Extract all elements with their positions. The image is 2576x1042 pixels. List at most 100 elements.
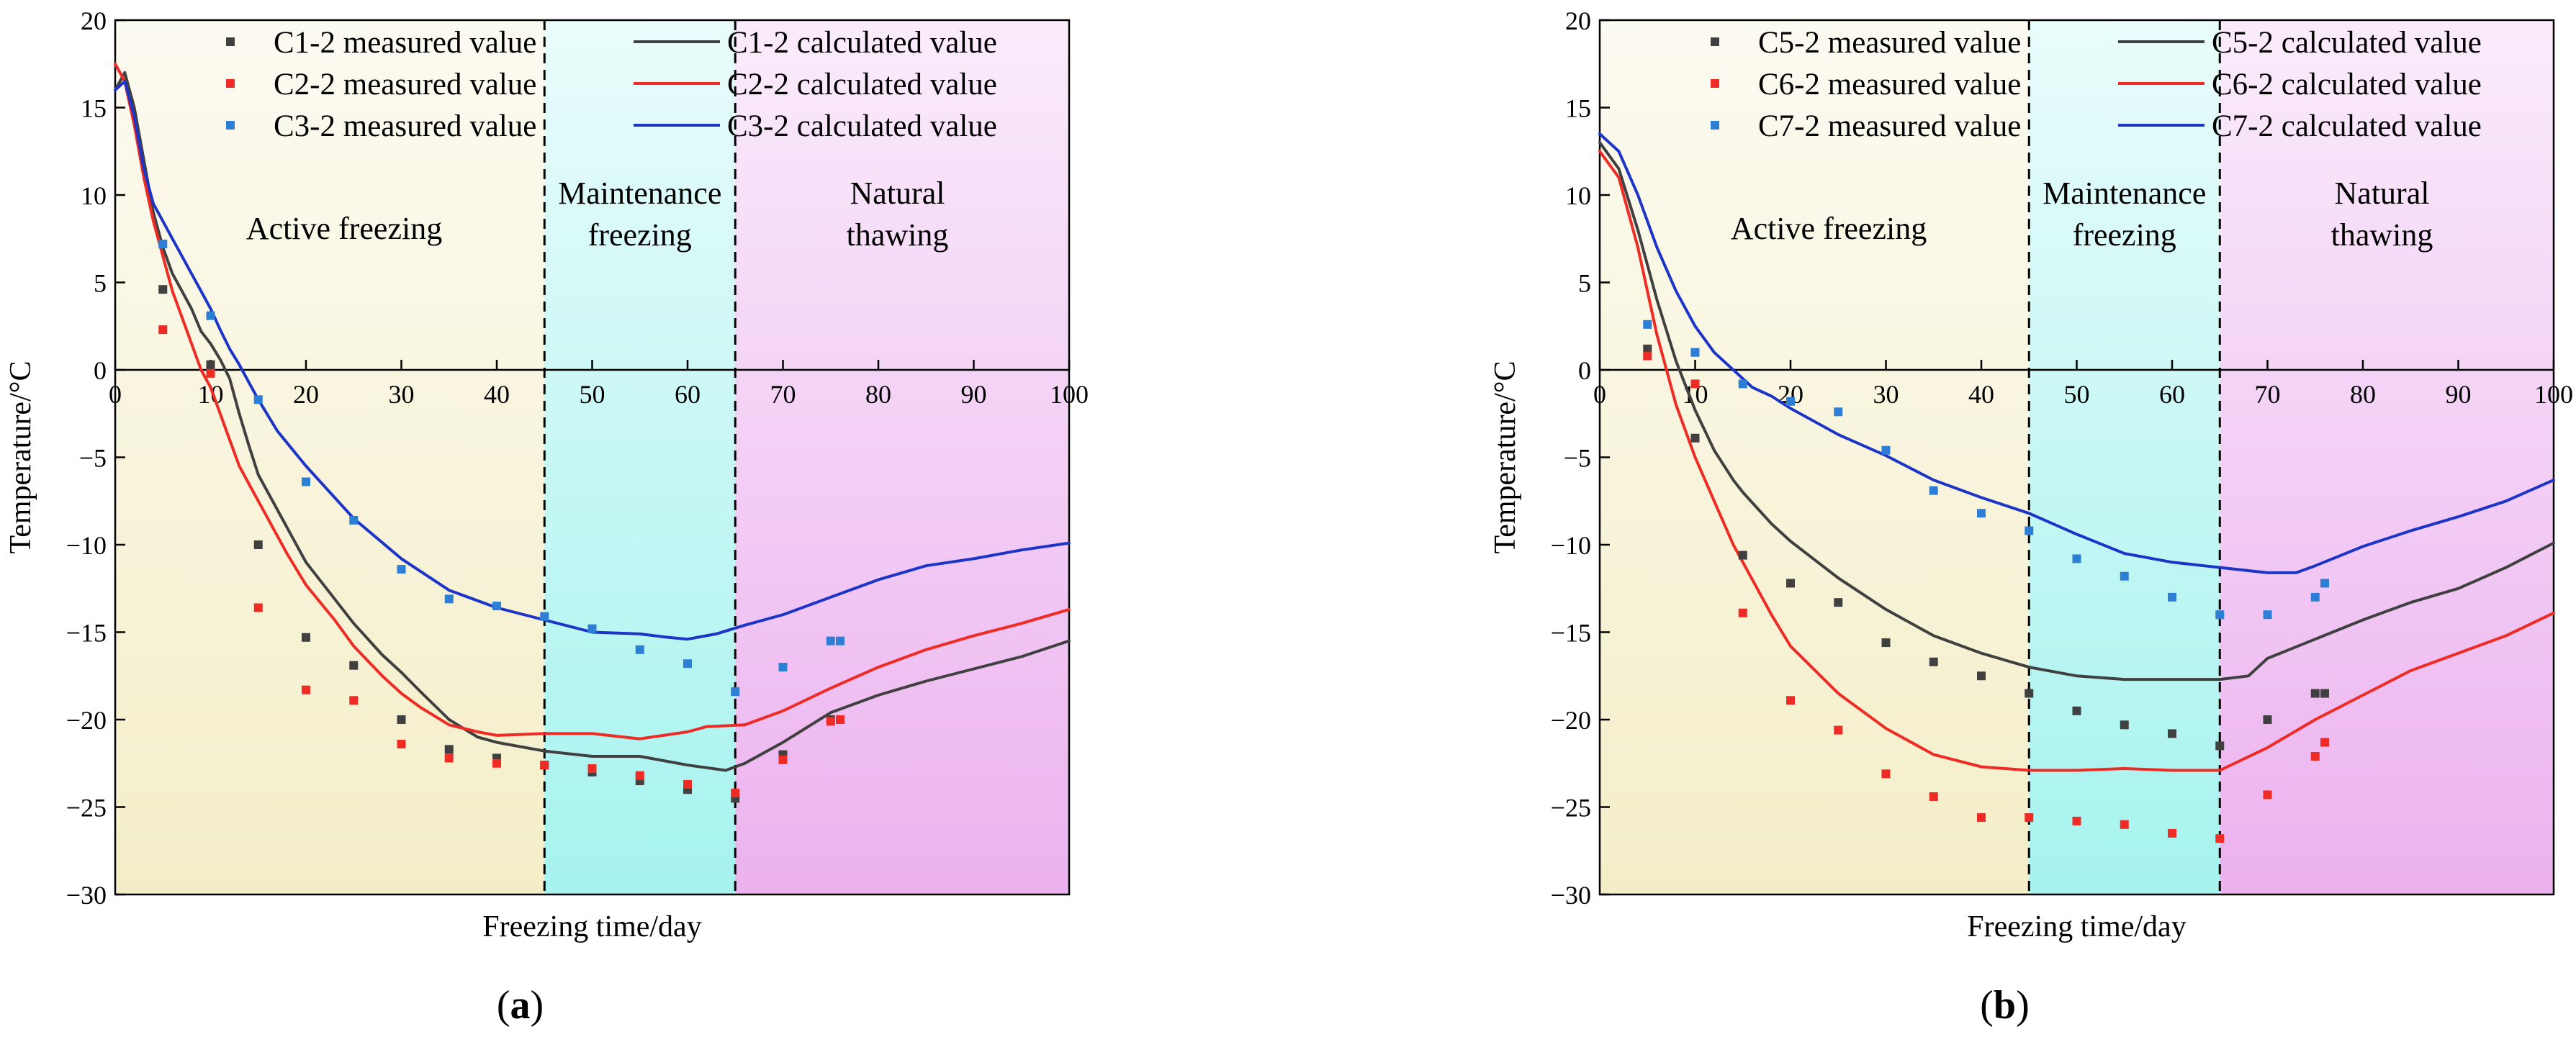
measured-point-C6-2 bbox=[2320, 738, 2329, 747]
x-tick-label: 50 bbox=[2064, 380, 2090, 409]
y-tick-label: −25 bbox=[66, 794, 107, 823]
phase-label-maintenance: Maintenance bbox=[2043, 176, 2206, 211]
figure-caption: (a) bbox=[497, 983, 544, 1028]
measured-point-C6-2 bbox=[2310, 752, 2320, 761]
measured-point-C6-2 bbox=[1690, 379, 1700, 389]
y-tick-label: 15 bbox=[81, 94, 107, 123]
measured-point-C1-2 bbox=[349, 661, 359, 670]
measured-point-C2-2 bbox=[826, 717, 835, 726]
measured-point-C3-2 bbox=[540, 612, 549, 621]
phase-band-fade bbox=[544, 20, 736, 894]
y-tick-label: −15 bbox=[66, 619, 107, 648]
calculated-line-C6-2 bbox=[1598, 150, 2555, 772]
x-axis-title: Freezing time/day bbox=[482, 910, 701, 943]
measured-point-C2-2 bbox=[206, 368, 215, 378]
phase-band-fade bbox=[735, 20, 1069, 894]
measured-point-C7-2 bbox=[1738, 379, 1747, 389]
x-tick-label: 10 bbox=[198, 380, 224, 409]
chart-panel-a: 0 10 20 30 40 50 60 70 80 90 100 −30 −25 −20 −15 −10 −5 0… bbox=[4, 6, 1089, 1028]
measured-point-C6-2 bbox=[2025, 813, 2034, 823]
y-tick-label: −5 bbox=[1564, 444, 1591, 473]
legend-measured-label: C6-2 measured value bbox=[1758, 68, 2021, 101]
measured-point-C5-2 bbox=[2120, 720, 2129, 730]
measured-point-C5-2 bbox=[2215, 741, 2225, 751]
measured-point-C2-2 bbox=[158, 325, 168, 335]
measured-point-C3-2 bbox=[444, 594, 454, 604]
legend-calculated-label: C2-2 calculated value bbox=[727, 68, 997, 101]
measured-point-C5-2 bbox=[2310, 689, 2320, 698]
measured-point-C3-2 bbox=[836, 636, 845, 645]
measured-point-C7-2 bbox=[1690, 348, 1700, 357]
x-tick-label: 20 bbox=[293, 380, 319, 409]
measured-point-C7-2 bbox=[1786, 397, 1795, 406]
y-tick-label: 0 bbox=[94, 356, 107, 385]
measured-point-C2-2 bbox=[302, 685, 310, 694]
measured-point-C7-2 bbox=[1834, 407, 1843, 417]
measured-point-C7-2 bbox=[1929, 486, 1938, 495]
measured-point-C3-2 bbox=[158, 240, 168, 249]
measured-point-C6-2 bbox=[1977, 813, 1986, 823]
measured-point-C3-2 bbox=[635, 645, 644, 654]
measured-point-C7-2 bbox=[2072, 554, 2081, 563]
phase-label-active: Active freezing bbox=[246, 211, 442, 246]
phase-label-thawing: Natural bbox=[850, 176, 945, 211]
y-tick-label: −20 bbox=[1551, 706, 1591, 735]
measured-point-C3-2 bbox=[731, 687, 740, 697]
phase-label-maintenance: Maintenance bbox=[558, 176, 721, 211]
phase-label-thawing: Natural bbox=[2335, 176, 2430, 211]
phase-band-fade bbox=[115, 20, 545, 894]
measured-point-C1-2 bbox=[444, 745, 454, 754]
phase-label-maintenance: freezing bbox=[588, 217, 692, 253]
y-tick-label: −5 bbox=[79, 444, 107, 473]
x-tick-label: 0 bbox=[1593, 380, 1606, 409]
measured-point-C5-2 bbox=[1690, 433, 1700, 443]
measured-point-C7-2 bbox=[1643, 320, 1652, 329]
x-tick-label: 90 bbox=[2446, 380, 2472, 409]
measured-point-C5-2 bbox=[1786, 579, 1795, 588]
y-tick-label: 15 bbox=[1565, 94, 1591, 123]
legend-calculated-label: C7-2 calculated value bbox=[2212, 109, 2482, 143]
calculated-line-C7-2 bbox=[1598, 132, 2555, 574]
measured-point-C2-2 bbox=[540, 761, 549, 770]
measured-point-C2-2 bbox=[253, 603, 263, 612]
measured-point-C5-2 bbox=[1929, 657, 1938, 666]
caption-open: ( bbox=[1980, 983, 1994, 1028]
measured-point-C3-2 bbox=[206, 311, 215, 320]
y-tick-label: −30 bbox=[66, 881, 107, 910]
measured-point-C2-2 bbox=[778, 755, 788, 764]
legend-calculated-label: C6-2 calculated value bbox=[2212, 68, 2482, 101]
phase-label-active: Active freezing bbox=[1731, 211, 1927, 246]
x-tick-label: 80 bbox=[2350, 380, 2376, 409]
measured-point-C6-2 bbox=[1834, 725, 1843, 735]
measured-point-C3-2 bbox=[253, 395, 263, 404]
measured-point-C6-2 bbox=[1786, 696, 1795, 705]
calculated-line-C5-2 bbox=[1598, 141, 2555, 681]
phase-label-thawing: thawing bbox=[847, 217, 949, 253]
measured-point-C1-2 bbox=[158, 285, 168, 294]
measured-point-C3-2 bbox=[778, 663, 788, 672]
measured-point-C7-2 bbox=[1977, 509, 1986, 518]
y-tick-label: −25 bbox=[1551, 794, 1591, 823]
y-tick-label: 20 bbox=[81, 6, 107, 35]
measured-point-C2-2 bbox=[587, 764, 597, 774]
measured-point-C6-2 bbox=[2168, 828, 2176, 838]
legend-marker-C2-2 bbox=[226, 79, 235, 88]
measured-point-C3-2 bbox=[587, 624, 597, 633]
phase-band-fade bbox=[2220, 20, 2554, 894]
measured-point-C6-2 bbox=[2263, 790, 2272, 799]
x-tick-label: 90 bbox=[961, 380, 987, 409]
measured-point-C7-2 bbox=[2320, 579, 2329, 588]
measured-point-C5-2 bbox=[1738, 551, 1747, 560]
measured-point-C7-2 bbox=[1881, 445, 1891, 455]
legend-measured-label: C3-2 measured value bbox=[274, 109, 536, 143]
y-axis-title: Temperature/°C bbox=[4, 361, 37, 553]
legend-marker-C1-2 bbox=[226, 37, 235, 46]
x-tick-label: 0 bbox=[109, 380, 122, 409]
measured-point-C3-2 bbox=[397, 565, 406, 574]
measured-point-C3-2 bbox=[302, 477, 310, 486]
x-tick-label: 40 bbox=[1968, 380, 1994, 409]
x-tick-label: 50 bbox=[580, 380, 605, 409]
measured-point-C5-2 bbox=[1643, 344, 1652, 353]
x-tick-label: 100 bbox=[1050, 380, 1089, 409]
